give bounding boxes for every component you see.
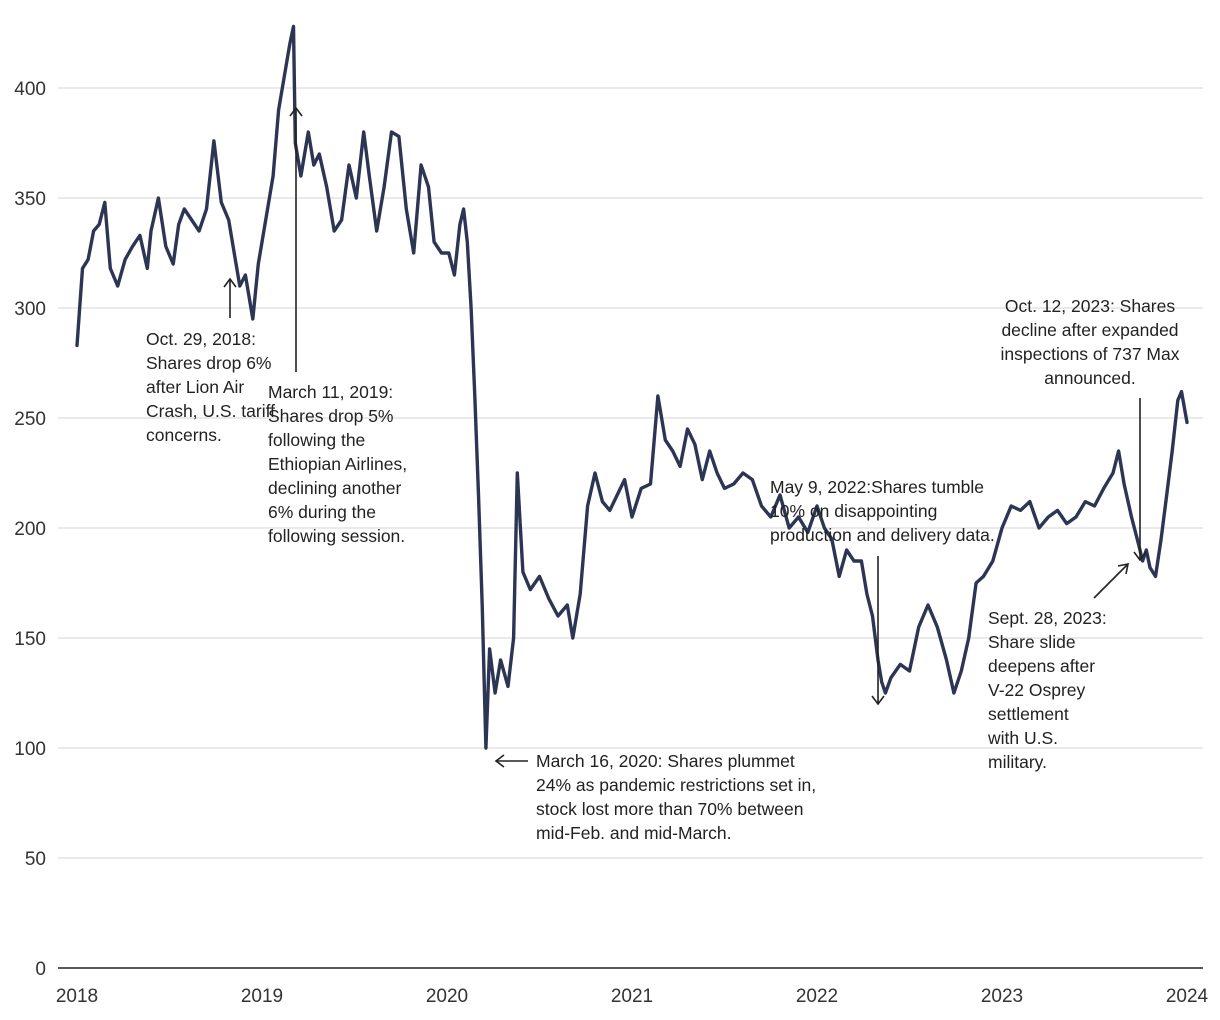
y-axis-tick-labels: 0 50 100 150 200 250 300 350 400	[14, 79, 46, 980]
x-tick-label: 2019	[241, 986, 283, 1007]
y-tick-label: 350	[14, 189, 46, 210]
y-tick-label: 100	[14, 739, 46, 760]
pointer-mar-2020	[494, 754, 528, 768]
annotation-may-2022: May 9, 2022:Shares tumble 10% on disappo…	[770, 477, 995, 545]
annotation-oct-2023: Oct. 12, 2023: Shares decline after expa…	[1000, 296, 1180, 388]
pointer-may-2022	[871, 556, 885, 706]
y-tick-label: 0	[35, 959, 46, 980]
x-tick-label: 2021	[611, 986, 653, 1007]
y-tick-label: 50	[25, 849, 46, 870]
annotation-mar-2020: March 16, 2020: Shares plummet 24% as pa…	[536, 751, 817, 843]
y-tick-label: 150	[14, 629, 46, 650]
annotation-pointers	[223, 106, 1147, 768]
x-axis-tick-labels: 2018 2019 2020 2021 2022 2023 2024	[56, 986, 1209, 1007]
x-tick-label: 2023	[981, 986, 1023, 1007]
x-tick-label: 2020	[426, 986, 468, 1007]
annotation-mar-2019: March 11, 2019: Shares drop 5% following…	[268, 382, 408, 546]
x-tick-label: 2024	[1166, 986, 1209, 1007]
gridlines	[58, 87, 1203, 969]
price-series	[75, 24, 1189, 750]
pointer-oct-2018	[223, 277, 237, 318]
pointer-sep-2023	[1093, 562, 1130, 599]
y-tick-label: 400	[14, 79, 46, 100]
annotation-oct-2018: Oct. 29, 2018: Shares drop 6% after Lion…	[146, 329, 276, 445]
y-tick-label: 300	[14, 299, 46, 320]
series-line	[75, 24, 1189, 750]
x-tick-label: 2022	[796, 986, 838, 1007]
y-tick-label: 200	[14, 519, 46, 540]
y-tick-label: 250	[14, 409, 46, 430]
annotation-sep-2023: Sept. 28, 2023: Share slide deepens afte…	[988, 608, 1107, 772]
pointer-oct-2023	[1133, 398, 1147, 562]
pointer-mar-2019	[289, 106, 303, 372]
x-tick-label: 2018	[56, 986, 98, 1007]
